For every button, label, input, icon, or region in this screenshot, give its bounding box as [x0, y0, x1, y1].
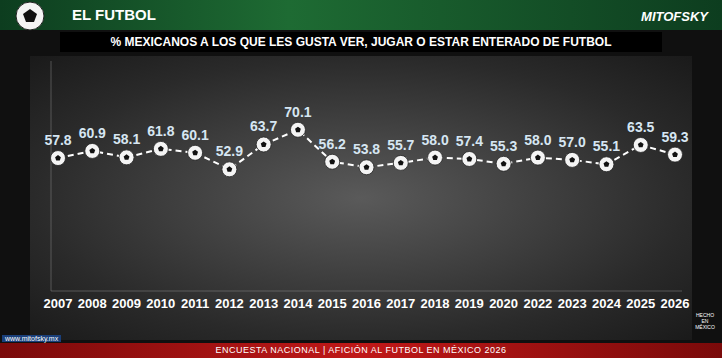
- svg-text:2010: 2010: [146, 296, 175, 311]
- svg-text:2020: 2020: [489, 296, 518, 311]
- svg-text:57.4: 57.4: [456, 133, 483, 149]
- svg-text:2019: 2019: [455, 296, 484, 311]
- svg-text:2007: 2007: [44, 296, 73, 311]
- html-text:www.mitofsky.mx: www.mitofsky.mx: [5, 335, 59, 342]
- svg-text:53.8: 53.8: [353, 141, 380, 157]
- svg-text:60.1: 60.1: [181, 127, 208, 143]
- svg-text:2026: 2026: [661, 296, 690, 311]
- svg-text:55.3: 55.3: [490, 138, 517, 154]
- svg-text:2024: 2024: [592, 296, 622, 311]
- html-text:HECHO EN MÉXICO: HECHO EN MÉXICO: [695, 312, 715, 330]
- svg-text:59.3: 59.3: [661, 129, 688, 145]
- svg-text:2017: 2017: [386, 296, 415, 311]
- html-text:EL FUTBOL: EL FUTBOL: [72, 6, 156, 23]
- svg-text:58.0: 58.0: [524, 132, 551, 148]
- svg-text:63.7: 63.7: [250, 118, 277, 134]
- svg-text:61.8: 61.8: [147, 123, 174, 139]
- svg-text:2023: 2023: [558, 296, 587, 311]
- html-text:MITOFSKY: MITOFSKY: [641, 9, 708, 24]
- svg-text:2011: 2011: [181, 296, 209, 311]
- svg-text:2015: 2015: [318, 296, 347, 311]
- svg-text:57.0: 57.0: [559, 134, 586, 150]
- svg-text:2016: 2016: [352, 296, 381, 311]
- svg-text:2014: 2014: [283, 296, 313, 311]
- svg-text:2013: 2013: [249, 296, 278, 311]
- svg-text:2022: 2022: [523, 296, 552, 311]
- svg-text:63.5: 63.5: [627, 119, 654, 135]
- svg-text:60.9: 60.9: [79, 125, 106, 141]
- svg-text:2009: 2009: [112, 296, 141, 311]
- svg-text:70.1: 70.1: [284, 104, 311, 120]
- svg-text:52.9: 52.9: [216, 143, 243, 159]
- html-text:% MEXICANOS A LOS QUE LES GUST: % MEXICANOS A LOS QUE LES GUSTA VER, JUG…: [110, 35, 612, 49]
- svg-text:55.7: 55.7: [387, 137, 414, 153]
- svg-text:57.8: 57.8: [44, 132, 71, 148]
- svg-text:2025: 2025: [626, 296, 655, 311]
- svg-text:2008: 2008: [78, 296, 107, 311]
- html-text:ENCUESTA NACIONAL | AFICIÓN AL: ENCUESTA NACIONAL | AFICIÓN AL FUTBOL EN…: [215, 345, 507, 355]
- svg-text:56.2: 56.2: [319, 136, 346, 152]
- svg-text:2012: 2012: [215, 296, 244, 311]
- svg-text:55.1: 55.1: [593, 138, 620, 154]
- svg-text:2018: 2018: [421, 296, 450, 311]
- svg-text:58.1: 58.1: [113, 131, 140, 147]
- svg-text:58.0: 58.0: [421, 132, 448, 148]
